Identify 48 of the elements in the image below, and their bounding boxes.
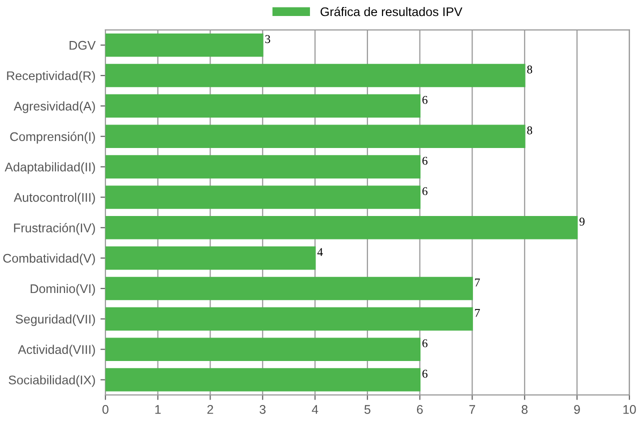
y-tick-label: Comprensión(I) <box>10 132 95 144</box>
data-label: 8 <box>527 126 532 134</box>
x-tick-label: 2 <box>207 405 214 414</box>
data-label: 6 <box>422 96 428 104</box>
y-tick-label: Frustración(IV) <box>14 223 95 235</box>
bar <box>105 307 473 331</box>
data-label: 6 <box>422 370 428 378</box>
y-tick-label: Adaptabilidad(II) <box>4 162 95 174</box>
data-label: 6 <box>422 187 428 196</box>
y-tick-label: Actividad(VIII) <box>18 344 95 356</box>
x-tick-label: 9 <box>574 405 580 414</box>
y-tick-label: Dominio(VI) <box>30 284 95 296</box>
y-tick-label: Sociabilidad(IX) <box>8 375 95 387</box>
data-label: 6 <box>422 339 428 348</box>
x-tick-label: 7 <box>469 405 476 414</box>
x-tick-label: 4 <box>312 405 318 414</box>
bar <box>105 64 526 88</box>
bar <box>105 124 526 148</box>
y-tick-label: Receptividad(R) <box>7 70 95 83</box>
bar <box>105 246 316 270</box>
bar <box>105 155 421 178</box>
x-tick-label: 6 <box>416 405 423 414</box>
x-tick-label: 10 <box>623 405 636 414</box>
data-label: 7 <box>475 309 480 317</box>
y-tick-label: Agresividad(A) <box>14 101 95 114</box>
bar <box>105 216 578 240</box>
x-tick-label: 0 <box>102 405 108 414</box>
bar <box>105 338 421 361</box>
data-label: 7 <box>475 278 480 286</box>
bar <box>105 33 264 57</box>
data-label: 8 <box>527 66 532 74</box>
x-tick-label: 5 <box>364 405 370 414</box>
y-tick-label: Autocontrol(III) <box>14 192 95 204</box>
data-label: 4 <box>317 248 323 256</box>
y-tick-label: DGV <box>70 40 96 50</box>
y-tick-label: Seguridad(VII) <box>16 314 95 326</box>
y-tick-label: Combatividad(V) <box>3 254 95 266</box>
data-label: 3 <box>265 35 270 44</box>
x-tick-label: 3 <box>260 405 266 414</box>
bar <box>105 276 473 300</box>
legend-label: Gráfica de resultados IPV <box>320 6 462 16</box>
bar <box>105 186 421 209</box>
data-label: 6 <box>422 156 428 165</box>
bar <box>105 368 421 392</box>
data-label: 9 <box>579 218 585 226</box>
x-tick-label: 8 <box>522 405 528 414</box>
x-tick-label: 1 <box>155 405 161 414</box>
bar <box>105 94 421 118</box>
